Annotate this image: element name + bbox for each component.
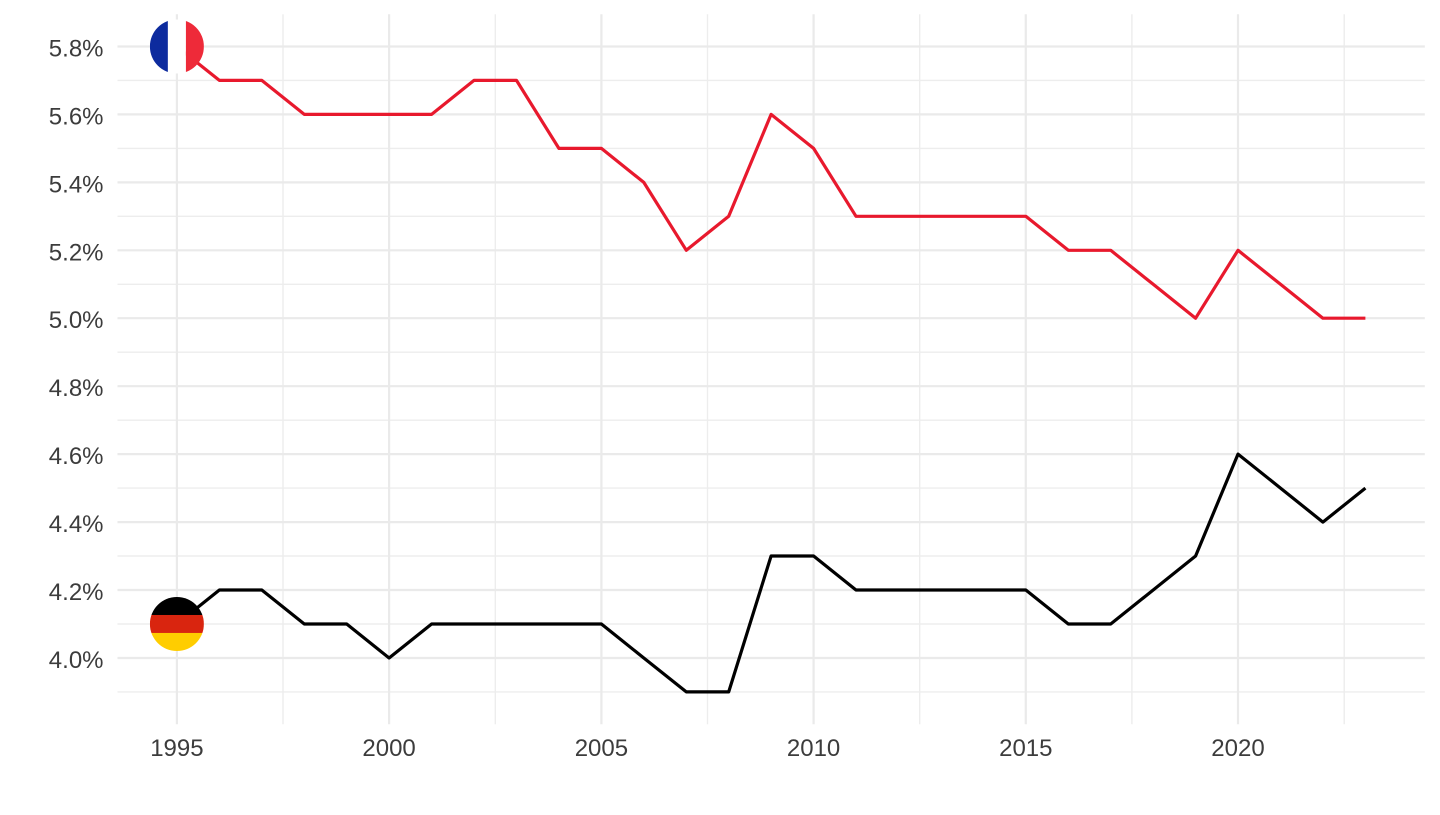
svg-text:2000: 2000 <box>362 735 415 762</box>
svg-text:5.2%: 5.2% <box>49 239 104 266</box>
svg-text:5.4%: 5.4% <box>49 171 104 198</box>
svg-text:4.0%: 4.0% <box>49 647 104 674</box>
svg-text:5.8%: 5.8% <box>49 36 104 63</box>
svg-text:1995: 1995 <box>150 735 203 762</box>
svg-text:2010: 2010 <box>787 735 840 762</box>
svg-text:4.6%: 4.6% <box>49 443 104 470</box>
svg-text:5.6%: 5.6% <box>49 103 104 130</box>
svg-text:2015: 2015 <box>999 735 1052 762</box>
svg-text:5.0%: 5.0% <box>49 307 104 334</box>
svg-text:4.4%: 4.4% <box>49 511 104 538</box>
svg-text:4.2%: 4.2% <box>49 579 104 606</box>
svg-text:2005: 2005 <box>575 735 628 762</box>
svg-text:4.8%: 4.8% <box>49 375 104 402</box>
svg-text:2020: 2020 <box>1211 735 1264 762</box>
